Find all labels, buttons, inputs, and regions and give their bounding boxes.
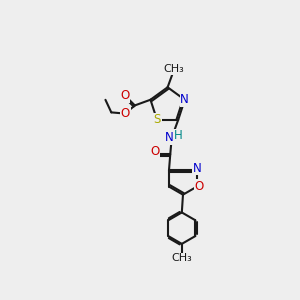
Text: H: H (174, 129, 183, 142)
Text: N: N (180, 93, 189, 106)
Text: S: S (153, 113, 161, 126)
Text: O: O (195, 180, 204, 193)
Text: N: N (165, 131, 173, 144)
Text: CH₃: CH₃ (164, 64, 184, 74)
Text: CH₃: CH₃ (171, 254, 192, 263)
Text: N: N (193, 162, 201, 175)
Text: O: O (150, 146, 160, 158)
Text: O: O (120, 89, 129, 102)
Text: O: O (121, 107, 130, 120)
